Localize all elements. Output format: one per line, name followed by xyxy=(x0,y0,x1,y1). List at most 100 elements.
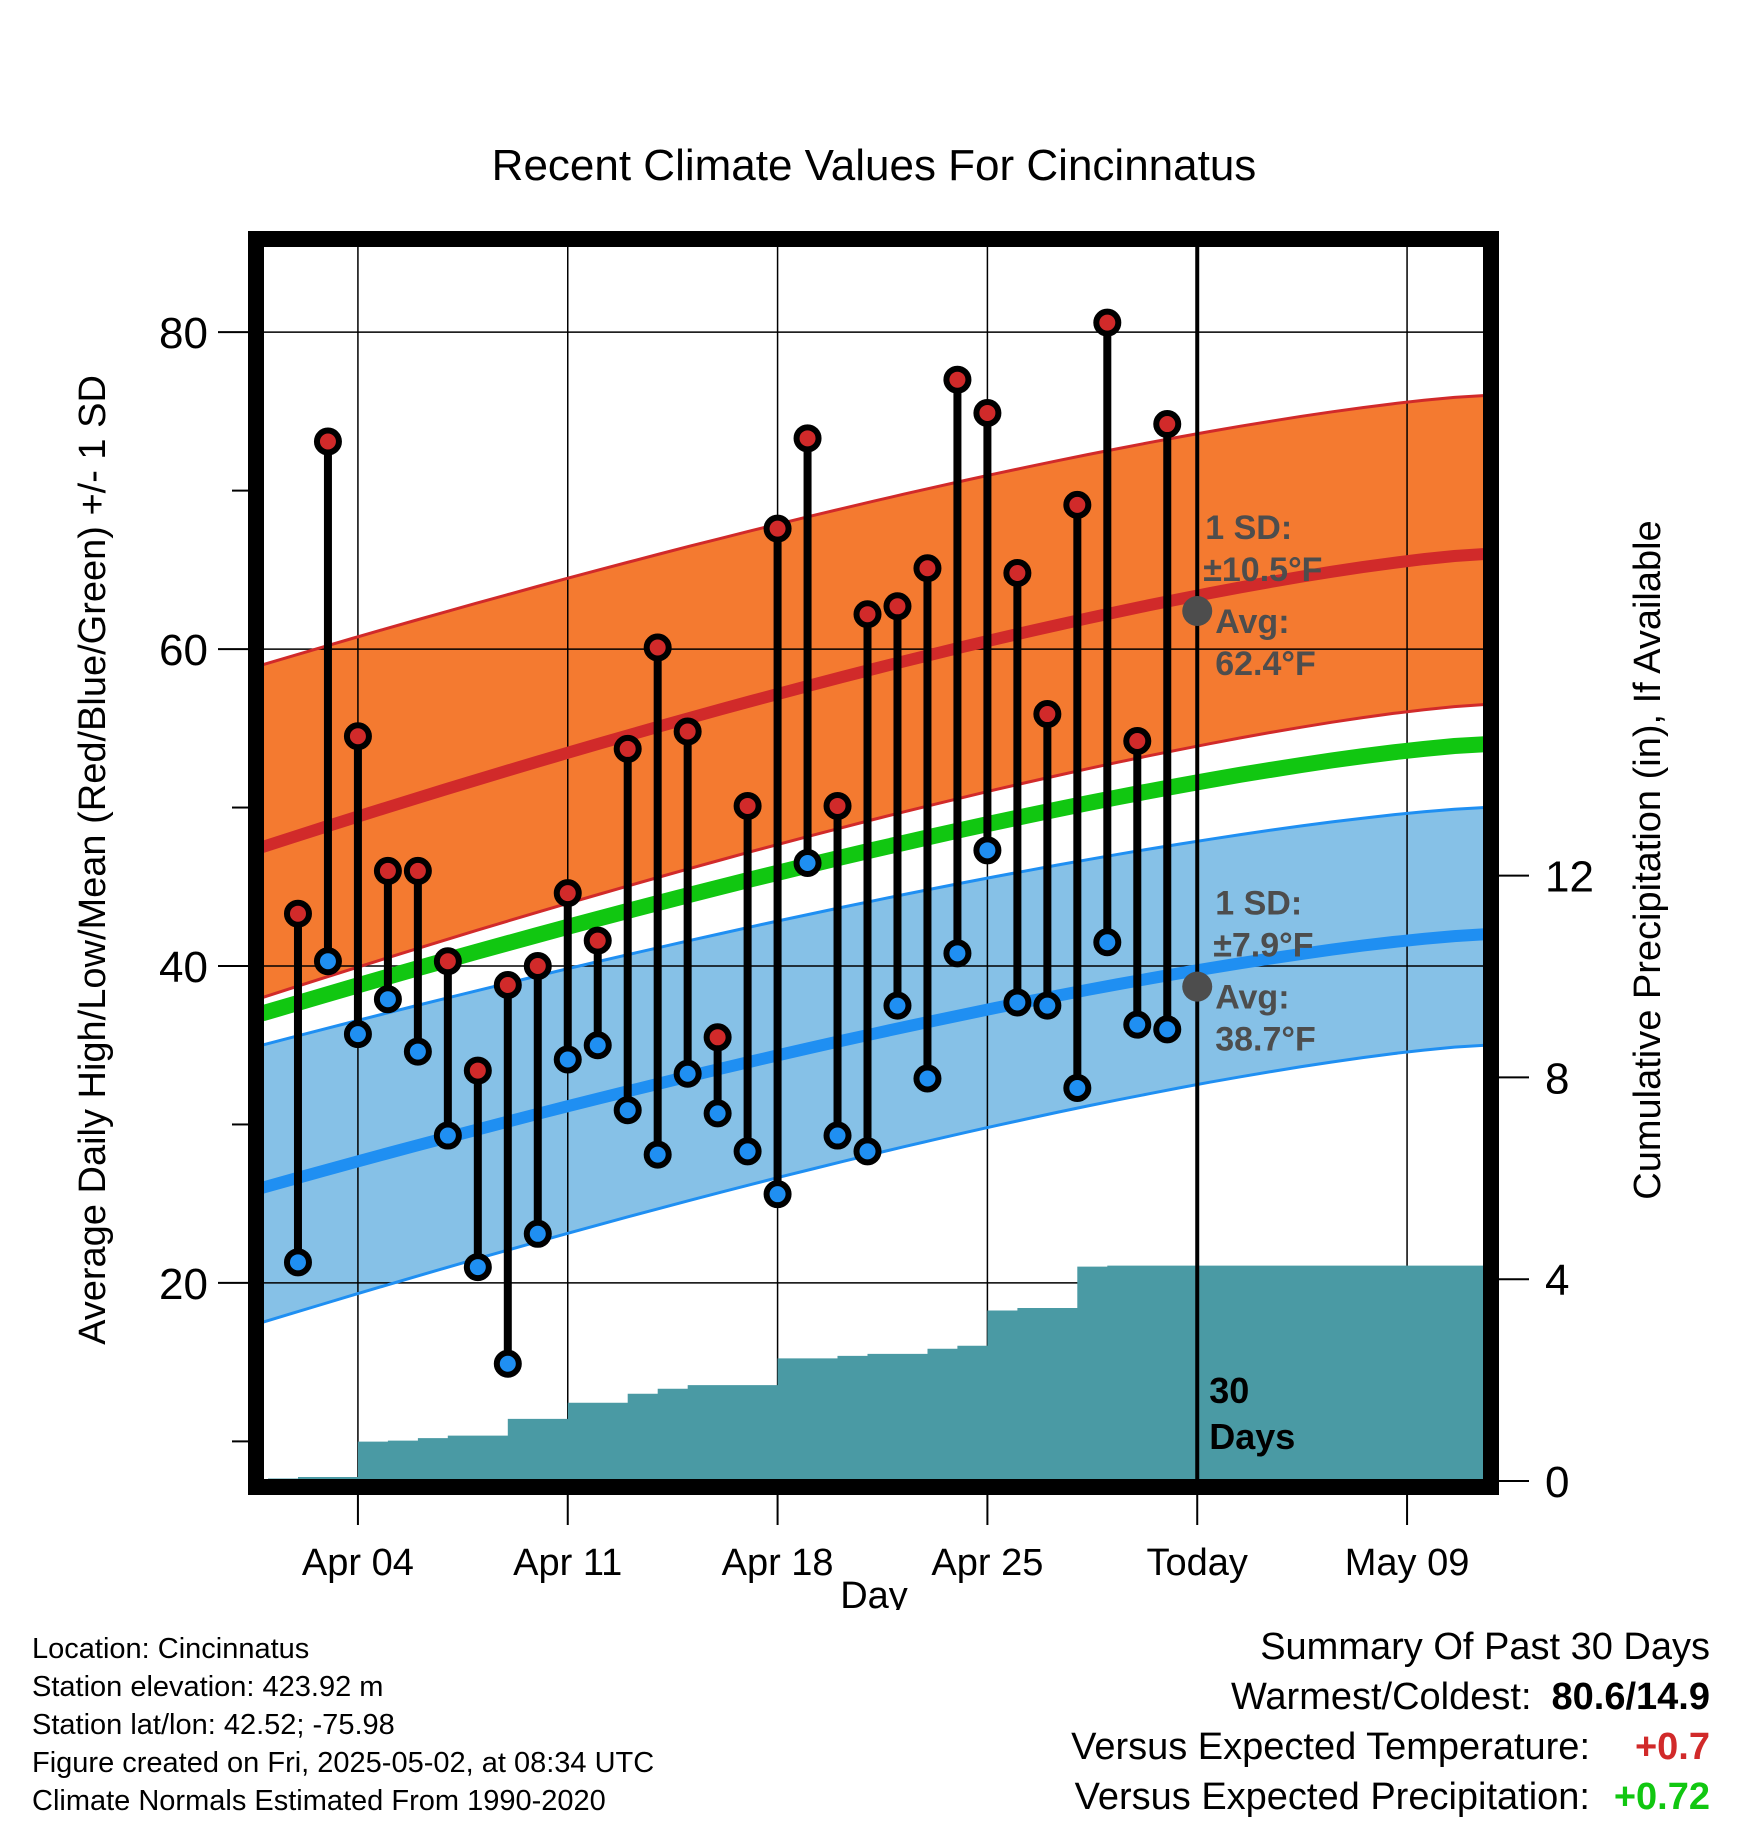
low-avg-dot xyxy=(1182,971,1213,1002)
high-point xyxy=(283,899,312,928)
low-point xyxy=(703,1099,732,1128)
low-point xyxy=(553,1045,582,1074)
high-point xyxy=(763,514,792,543)
elevation-text: Station elevation: 423.92 m xyxy=(32,1671,384,1703)
high-point xyxy=(1003,559,1032,588)
low-point xyxy=(493,1349,522,1378)
y-left-tick-label: 40 xyxy=(159,943,208,992)
low-point xyxy=(433,1121,462,1150)
low-point xyxy=(883,991,912,1020)
low-point xyxy=(1003,988,1032,1017)
low-point xyxy=(673,1059,702,1088)
low-point xyxy=(403,1037,432,1066)
plot-frame xyxy=(248,231,1499,1495)
low-point xyxy=(853,1137,882,1166)
high-point xyxy=(883,592,912,621)
high-point xyxy=(463,1056,492,1085)
x-tick-label: Apr 18 xyxy=(722,1542,834,1584)
high-point xyxy=(553,879,582,908)
low-point xyxy=(943,939,972,968)
x-tick-label: Apr 04 xyxy=(302,1542,414,1584)
low-point xyxy=(793,849,822,877)
low-point xyxy=(313,947,342,976)
climate-chart: Recent Climate Values For Cincinnatus 1 … xyxy=(72,141,1669,1610)
high-point xyxy=(793,424,822,453)
high-point xyxy=(643,633,672,662)
high-point xyxy=(493,971,522,1000)
precip-label: Versus Expected Precipitation: xyxy=(1074,1776,1590,1818)
summary-heading: Summary Of Past 30 Days xyxy=(1260,1626,1710,1668)
x-tick-label: Today xyxy=(1147,1542,1248,1584)
low-point xyxy=(1153,1015,1182,1044)
low-point xyxy=(763,1180,792,1209)
plot-area: 1 SD: ±10.5°F Avg: 62.4°F 1 SD: ±7.9°F Avg: 38.… xyxy=(262,245,1485,1481)
high-point xyxy=(1033,700,1062,729)
low-sd-value: ±7.9°F xyxy=(1213,927,1313,965)
location-text: Location: Cincinnatus xyxy=(32,1633,310,1665)
low-point xyxy=(913,1064,942,1093)
summary-temp-row: Versus Expected Temperature: +0.7 xyxy=(1071,1722,1710,1772)
high-point xyxy=(403,856,432,885)
y-right-tick-label: 12 xyxy=(1545,853,1594,902)
x-tick-label: May 09 xyxy=(1345,1542,1470,1584)
normal-low-line xyxy=(262,928,1485,1194)
y-left-tick-label: 20 xyxy=(159,1260,208,1309)
low-point xyxy=(1033,991,1062,1020)
x-tick-label: Apr 25 xyxy=(931,1542,1043,1584)
summary-panel: Summary Of Past 30 Days Warmest/Coldest:… xyxy=(1071,1622,1710,1822)
temp-value: +0.7 xyxy=(1634,1726,1710,1768)
low-point xyxy=(463,1253,492,1282)
precip-area xyxy=(262,1265,1485,1481)
high-point xyxy=(433,947,462,976)
warmest-value: 80.6/14.9 xyxy=(1551,1676,1710,1718)
low-point xyxy=(613,1096,642,1125)
low-avg-value: 38.7°F xyxy=(1215,1021,1316,1059)
low-point xyxy=(1063,1074,1092,1103)
y-left-tick-label: 60 xyxy=(159,626,208,675)
low-avg-label: Avg: xyxy=(1215,979,1289,1017)
high-point xyxy=(373,856,402,885)
y-right-tick-label: 8 xyxy=(1545,1054,1569,1103)
precip-value: +0.72 xyxy=(1613,1776,1710,1818)
today-days-label: 30 xyxy=(1209,1370,1249,1411)
low-point xyxy=(733,1137,762,1166)
high-sd-value: ±10.5°F xyxy=(1203,551,1322,589)
low-point xyxy=(973,836,1002,865)
high-point xyxy=(1123,726,1152,755)
high-point xyxy=(523,952,552,980)
high-avg-label: Avg: xyxy=(1215,603,1289,641)
high-point xyxy=(1153,410,1182,439)
today-days-label-unit: Days xyxy=(1209,1416,1295,1457)
high-point xyxy=(943,365,972,394)
high-point xyxy=(343,722,372,751)
summary-precip-row: Versus Expected Precipitation: +0.72 xyxy=(1071,1772,1710,1822)
normal-mean-line xyxy=(262,736,1485,1022)
station-info: Location: Cincinnatus Station elevation:… xyxy=(32,1630,654,1820)
latlon-text: Station lat/lon: 42.52; -75.98 xyxy=(32,1709,395,1741)
high-upper-line xyxy=(262,394,1485,667)
high-point xyxy=(913,554,942,583)
normal-high-line xyxy=(262,548,1485,853)
y-axis-label-right: Cumulative Precipitation (in), If Availa… xyxy=(1627,520,1669,1199)
normals-text: Climate Normals Estimated From 1990-2020 xyxy=(32,1785,606,1817)
summary-warmest-row: Warmest/Coldest: 80.6/14.9 xyxy=(1071,1672,1710,1722)
high-point xyxy=(583,926,612,955)
low-upper-line xyxy=(262,806,1485,1047)
low-point xyxy=(583,1031,612,1060)
created-text: Figure created on Fri, 2025-05-02, at 08… xyxy=(32,1747,655,1779)
x-tick-label: Apr 11 xyxy=(513,1542,622,1584)
y-left-tick-label: 80 xyxy=(159,309,208,358)
high-lower-line xyxy=(262,703,1485,1000)
high-sd-label: 1 SD: xyxy=(1205,509,1292,547)
y-axis-label-left: Average Daily High/Low/Mean (Red/Blue/Gr… xyxy=(72,375,114,1345)
high-point xyxy=(613,734,642,763)
low-point xyxy=(373,985,402,1014)
high-point xyxy=(313,427,342,456)
temp-label: Versus Expected Temperature: xyxy=(1071,1726,1590,1768)
y-right-tick-label: 4 xyxy=(1545,1256,1569,1305)
high-point xyxy=(703,1023,732,1052)
high-point xyxy=(973,398,1002,427)
low-point xyxy=(823,1121,852,1150)
x-axis-label: Day xyxy=(840,1575,908,1610)
high-point xyxy=(1093,308,1122,337)
